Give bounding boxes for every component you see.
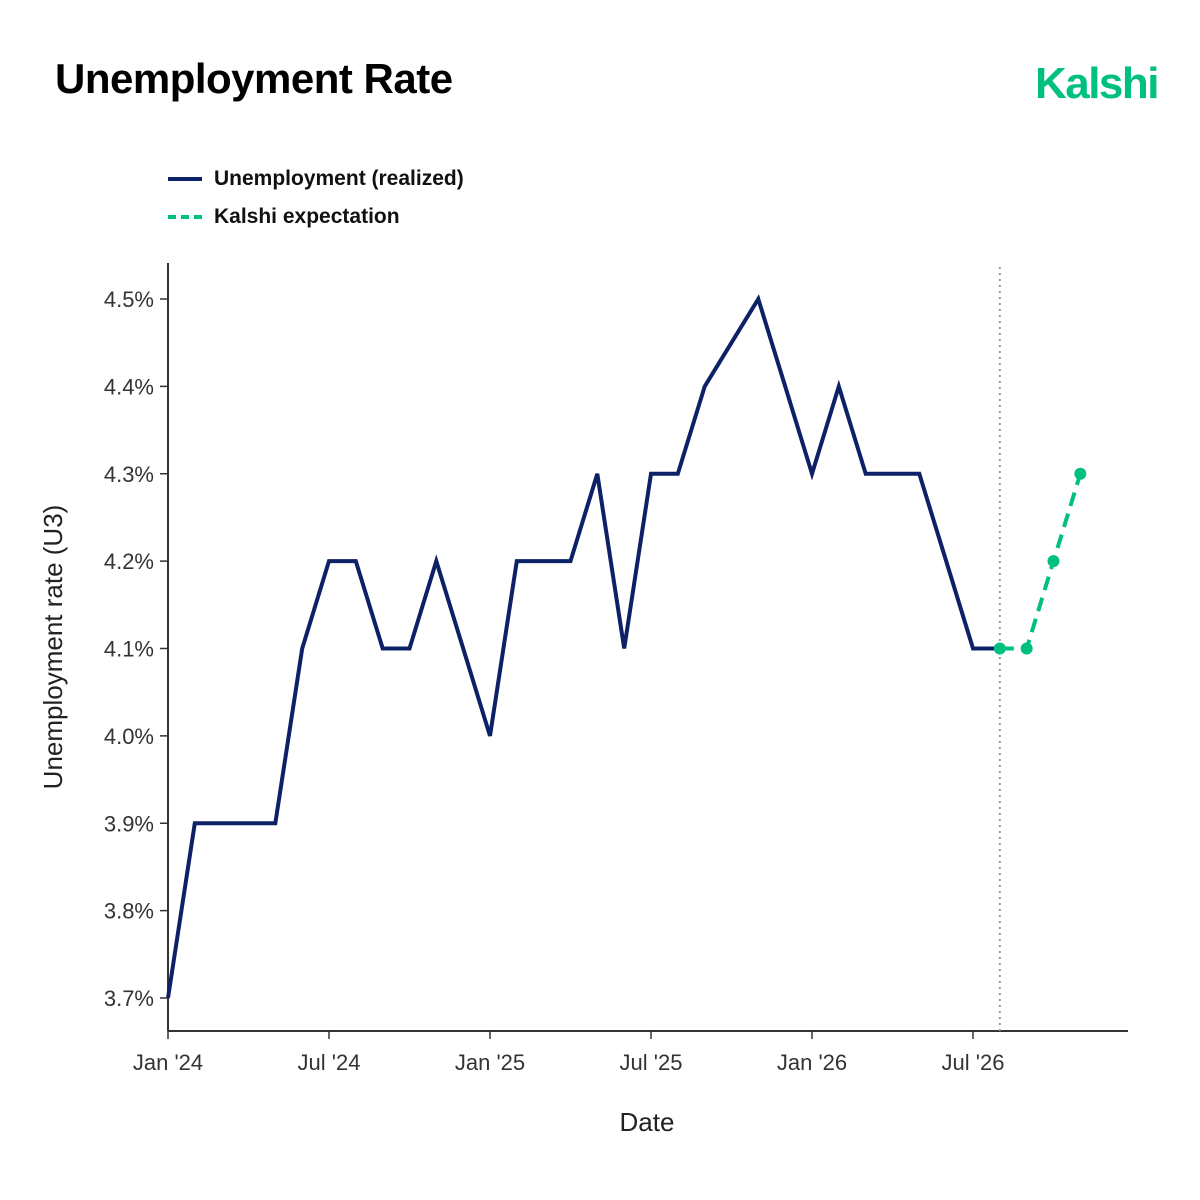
kalshi-logo: Kalshi (1034, 59, 1160, 108)
x-tick-label: Jul '25 (620, 1050, 683, 1075)
y-tick-label: 4.0% (104, 724, 154, 749)
legend-swatch-realized (168, 177, 202, 181)
x-tick-label: Jul '26 (942, 1050, 1005, 1075)
y-tick-label: 4.3% (104, 462, 154, 487)
x-tick-label: Jan '25 (455, 1050, 525, 1075)
y-tick-label: 3.7% (104, 986, 154, 1011)
legend-item-expectation: Kalshi expectation (168, 198, 464, 236)
y-tick-label: 4.5% (104, 287, 154, 312)
chart-title: Unemployment Rate (55, 55, 453, 102)
legend-swatch-expectation (168, 215, 202, 219)
y-tick-label: 3.9% (104, 811, 154, 836)
y-tick-label: 3.8% (104, 899, 154, 924)
y-axis-label: Unemployment rate (U3) (38, 505, 68, 790)
y-tick-label: 4.4% (104, 374, 154, 399)
y-tick-label: 4.2% (104, 549, 154, 574)
x-tick-label: Jul '24 (298, 1050, 361, 1075)
x-axis-label: Date (620, 1107, 675, 1137)
legend-item-realized: Unemployment (realized) (168, 160, 464, 198)
x-tick-label: Jan '24 (133, 1050, 203, 1075)
legend-label-expectation: Kalshi expectation (214, 205, 400, 228)
expectation-point (1020, 642, 1033, 655)
legend-label-realized: Unemployment (realized) (214, 167, 464, 190)
legend: Unemployment (realized) Kalshi expectati… (168, 160, 464, 236)
series-line-expectation (999, 473, 1083, 651)
y-tick-label: 4.1% (104, 637, 154, 662)
expectation-point (993, 642, 1006, 655)
x-tick-label: Jan '26 (777, 1050, 847, 1075)
expectation-point (1047, 555, 1060, 568)
expectation-point (1074, 467, 1087, 480)
series-line-realized (166, 294, 1000, 999)
